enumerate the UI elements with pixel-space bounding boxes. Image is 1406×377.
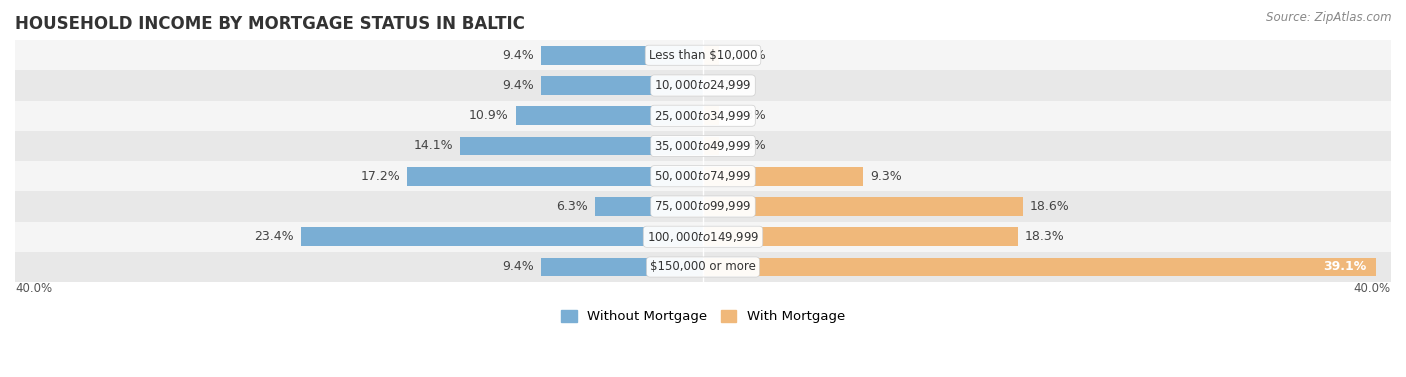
Bar — [15, 70, 1391, 101]
Text: Source: ZipAtlas.com: Source: ZipAtlas.com — [1267, 11, 1392, 24]
Text: 0.0%: 0.0% — [710, 79, 742, 92]
Bar — [703, 227, 1018, 246]
Text: 40.0%: 40.0% — [15, 282, 52, 295]
Bar — [541, 76, 703, 95]
Text: 14.1%: 14.1% — [413, 139, 454, 152]
Text: $25,000 to $34,999: $25,000 to $34,999 — [654, 109, 752, 123]
Text: HOUSEHOLD INCOME BY MORTGAGE STATUS IN BALTIC: HOUSEHOLD INCOME BY MORTGAGE STATUS IN B… — [15, 15, 524, 33]
Text: 9.4%: 9.4% — [503, 79, 534, 92]
Bar — [703, 197, 1024, 216]
Bar — [15, 101, 1391, 131]
Text: $100,000 to $149,999: $100,000 to $149,999 — [647, 230, 759, 244]
Text: 39.1%: 39.1% — [1323, 261, 1367, 273]
Text: 23.4%: 23.4% — [254, 230, 294, 243]
Bar — [703, 257, 1375, 276]
Bar — [703, 136, 718, 155]
Bar — [461, 136, 703, 155]
Text: 40.0%: 40.0% — [1354, 282, 1391, 295]
Text: 17.2%: 17.2% — [360, 170, 401, 183]
Bar — [541, 257, 703, 276]
Text: $35,000 to $49,999: $35,000 to $49,999 — [654, 139, 752, 153]
Bar — [703, 106, 718, 125]
Text: 18.3%: 18.3% — [1025, 230, 1064, 243]
Bar — [15, 161, 1391, 192]
Text: $75,000 to $99,999: $75,000 to $99,999 — [654, 199, 752, 213]
Bar — [541, 46, 703, 64]
Legend: Without Mortgage, With Mortgage: Without Mortgage, With Mortgage — [555, 305, 851, 329]
Bar — [595, 197, 703, 216]
Bar — [408, 167, 703, 185]
Text: 9.4%: 9.4% — [503, 261, 534, 273]
Bar — [15, 222, 1391, 252]
Bar — [15, 40, 1391, 70]
Text: 18.6%: 18.6% — [1029, 200, 1070, 213]
Text: $50,000 to $74,999: $50,000 to $74,999 — [654, 169, 752, 183]
Text: 6.3%: 6.3% — [555, 200, 588, 213]
Text: $10,000 to $24,999: $10,000 to $24,999 — [654, 78, 752, 92]
Text: Less than $10,000: Less than $10,000 — [648, 49, 758, 62]
Text: 9.4%: 9.4% — [503, 49, 534, 62]
Text: $150,000 or more: $150,000 or more — [650, 261, 756, 273]
Bar — [516, 106, 703, 125]
Bar — [15, 252, 1391, 282]
Text: 9.3%: 9.3% — [870, 170, 901, 183]
Bar — [15, 192, 1391, 222]
Bar — [703, 46, 718, 64]
Bar — [15, 131, 1391, 161]
Text: 0.93%: 0.93% — [725, 139, 766, 152]
Text: 0.93%: 0.93% — [725, 49, 766, 62]
Text: 0.93%: 0.93% — [725, 109, 766, 122]
Bar — [703, 167, 863, 185]
Text: 10.9%: 10.9% — [468, 109, 509, 122]
Bar — [301, 227, 703, 246]
